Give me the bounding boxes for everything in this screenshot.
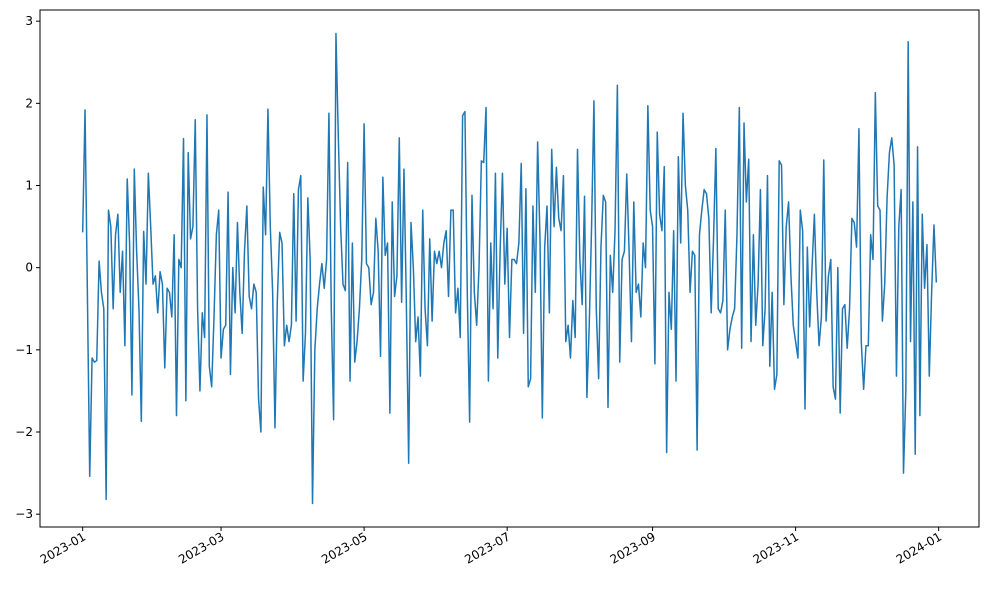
x-tick-label: 2023-03 (176, 529, 226, 566)
x-tick-label: 2023-07 (462, 529, 512, 566)
y-tick-label: −3 (15, 507, 33, 521)
y-tick-label: 1 (25, 179, 33, 193)
y-tick-label: −1 (15, 343, 33, 357)
x-tick-label: 2023-01 (38, 529, 88, 566)
plot-frame (39, 9, 980, 528)
x-tick-label: 2023-11 (751, 529, 801, 566)
data-line (81, 32, 938, 505)
y-tick-label: −2 (15, 425, 33, 439)
x-tick-label: 2023-05 (319, 529, 369, 566)
y-tick-label: 2 (25, 96, 33, 110)
y-tick-label: 0 (25, 261, 33, 275)
x-tick-label: 2024-01 (894, 529, 944, 566)
x-tick-label: 2023-09 (608, 529, 658, 566)
y-tick-label: 3 (25, 14, 33, 28)
